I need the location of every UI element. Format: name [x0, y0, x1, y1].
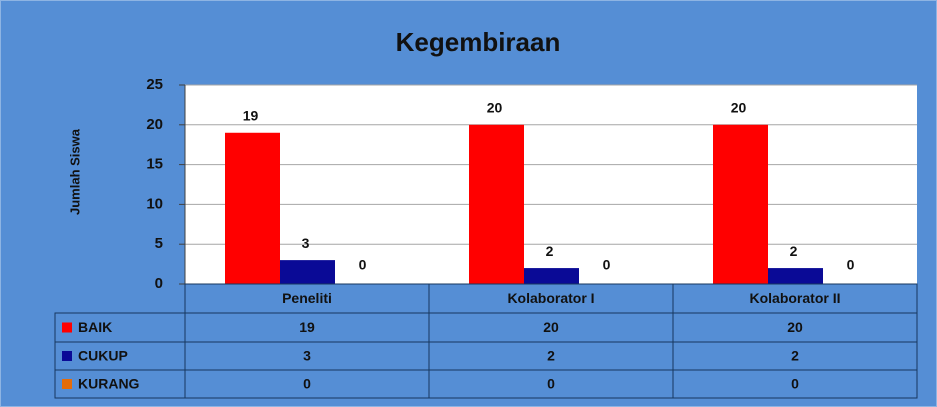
- legend-label: KURANG: [78, 376, 140, 392]
- data-label: 3: [302, 235, 310, 251]
- legend-key: [62, 322, 72, 333]
- bar: [524, 268, 579, 284]
- y-tick-label: 25: [146, 76, 163, 93]
- bar: [225, 132, 280, 284]
- data-label: 20: [487, 100, 503, 116]
- data-label: 20: [731, 100, 747, 116]
- y-tick-label: 5: [155, 235, 163, 252]
- table-value: 2: [547, 348, 555, 364]
- bar: [469, 124, 524, 284]
- x-tick-label: Peneliti: [282, 290, 332, 306]
- legend-key: [62, 351, 72, 361]
- data-label: 2: [546, 243, 554, 259]
- y-tick-label: 15: [146, 156, 163, 173]
- table-value: 20: [787, 319, 803, 335]
- table-value: 0: [303, 376, 311, 392]
- data-label: 0: [847, 257, 855, 273]
- x-tick-label: Kolaborator I: [507, 290, 594, 306]
- legend-label: BAIK: [78, 319, 112, 335]
- y-axis-label: Jumlah Siswa: [67, 128, 82, 215]
- legend-label: CUKUP: [78, 348, 128, 364]
- plot-area: [185, 85, 917, 284]
- data-label: 19: [243, 107, 259, 123]
- data-label: 0: [603, 257, 611, 273]
- legend-key: [62, 379, 72, 389]
- y-tick-label: 20: [146, 116, 163, 133]
- table-value: 0: [547, 376, 555, 392]
- table-value: 20: [543, 319, 559, 335]
- y-tick-label: 0: [155, 275, 163, 292]
- bar: [768, 268, 823, 284]
- data-label: 2: [790, 243, 798, 259]
- table-value: 3: [303, 348, 311, 364]
- table-value: 0: [791, 376, 799, 392]
- bar: [280, 260, 335, 284]
- x-tick-label: Kolaborator II: [749, 290, 840, 306]
- bar: [713, 124, 768, 284]
- table-value: 2: [791, 348, 799, 364]
- chart-title: Kegembiraan: [396, 27, 561, 57]
- table-cell: [672, 369, 918, 399]
- table-value: 19: [299, 319, 315, 335]
- y-tick-label: 10: [146, 195, 163, 212]
- data-label: 0: [359, 257, 367, 273]
